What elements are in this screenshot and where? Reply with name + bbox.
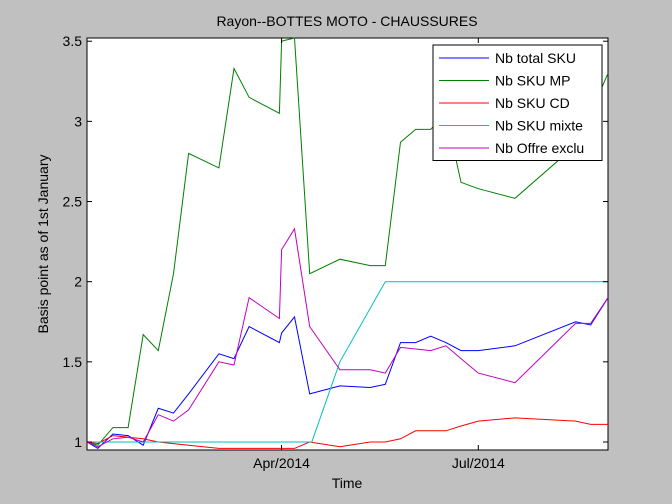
legend-label: Nb SKU MP: [495, 73, 570, 89]
legend-label: Nb SKU mixte: [495, 118, 583, 134]
legend-label: Nb total SKU: [495, 50, 576, 66]
series-line-2: [86, 417, 608, 449]
chart-title: Rayon--BOTTES MOTO - CHAUSSURES: [216, 13, 477, 29]
x-tick-label: Apr/2014: [253, 455, 310, 471]
y-tick-label: 3.5: [63, 33, 83, 49]
legend-label: Nb Offre exclu: [495, 140, 584, 156]
y-tick-label: 3: [74, 113, 82, 129]
legend-label: Nb SKU CD: [495, 95, 570, 111]
y-tick-label: 1.5: [63, 354, 83, 370]
y-tick-label: 1: [74, 434, 82, 450]
y-tick-label: 2.5: [63, 194, 83, 210]
x-tick-label: Jul/2014: [452, 455, 505, 471]
legend: Nb total SKU Nb SKU MP Nb SKU CD Nb SKU mix…: [432, 44, 603, 161]
y-axis-label: Basis point as of 1st January: [35, 155, 51, 334]
series-layer: [86, 37, 609, 450]
legend-box: [432, 44, 603, 161]
series-line-1: [86, 37, 609, 446]
series-line-3: [87, 281, 608, 443]
y-tick-label: 2: [74, 274, 82, 290]
series-line-0: [86, 297, 609, 450]
series-line-4: [86, 227, 609, 448]
axes-layer: 1 1.5 2 2.5 3 3.5 Apr/2014 Jul/2014: [63, 33, 608, 471]
x-axis-label: Time: [332, 475, 363, 491]
